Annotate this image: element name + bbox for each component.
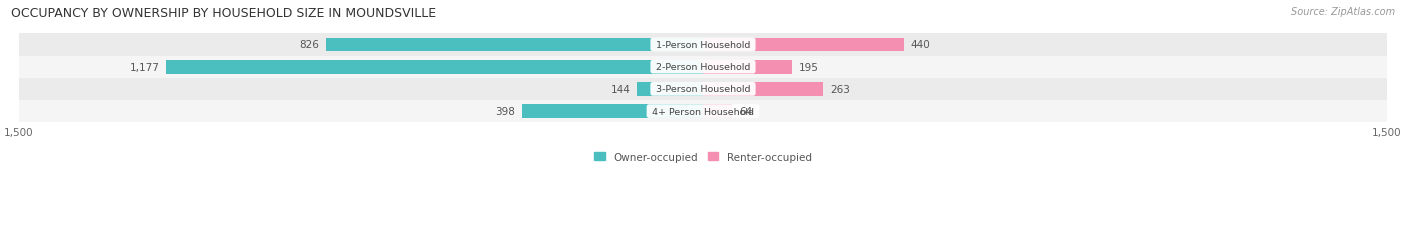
- Text: 1,177: 1,177: [129, 62, 159, 72]
- Bar: [18, 100, 1388, 123]
- Bar: [166, 61, 703, 74]
- Text: Source: ZipAtlas.com: Source: ZipAtlas.com: [1291, 7, 1395, 17]
- Text: 4+ Person Household: 4+ Person Household: [650, 107, 756, 116]
- Text: 1-Person Household: 1-Person Household: [652, 41, 754, 50]
- Bar: [326, 38, 703, 52]
- Text: 2-Person Household: 2-Person Household: [652, 63, 754, 72]
- Bar: [18, 34, 1388, 56]
- Bar: [18, 78, 1388, 100]
- Bar: [637, 83, 703, 96]
- Text: 440: 440: [911, 40, 931, 50]
- Bar: [522, 105, 703, 119]
- Bar: [18, 56, 1388, 78]
- Text: 3-Person Household: 3-Person Household: [652, 85, 754, 94]
- Text: 398: 398: [495, 107, 515, 117]
- Bar: [703, 105, 733, 119]
- Legend: Owner-occupied, Renter-occupied: Owner-occupied, Renter-occupied: [591, 148, 815, 166]
- Bar: [703, 83, 823, 96]
- Text: 195: 195: [799, 62, 818, 72]
- Bar: [703, 38, 904, 52]
- Text: 263: 263: [830, 85, 849, 94]
- Text: 64: 64: [740, 107, 752, 117]
- Text: OCCUPANCY BY OWNERSHIP BY HOUSEHOLD SIZE IN MOUNDSVILLE: OCCUPANCY BY OWNERSHIP BY HOUSEHOLD SIZE…: [11, 7, 436, 20]
- Text: 144: 144: [610, 85, 630, 94]
- Text: 826: 826: [299, 40, 319, 50]
- Bar: [703, 61, 792, 74]
